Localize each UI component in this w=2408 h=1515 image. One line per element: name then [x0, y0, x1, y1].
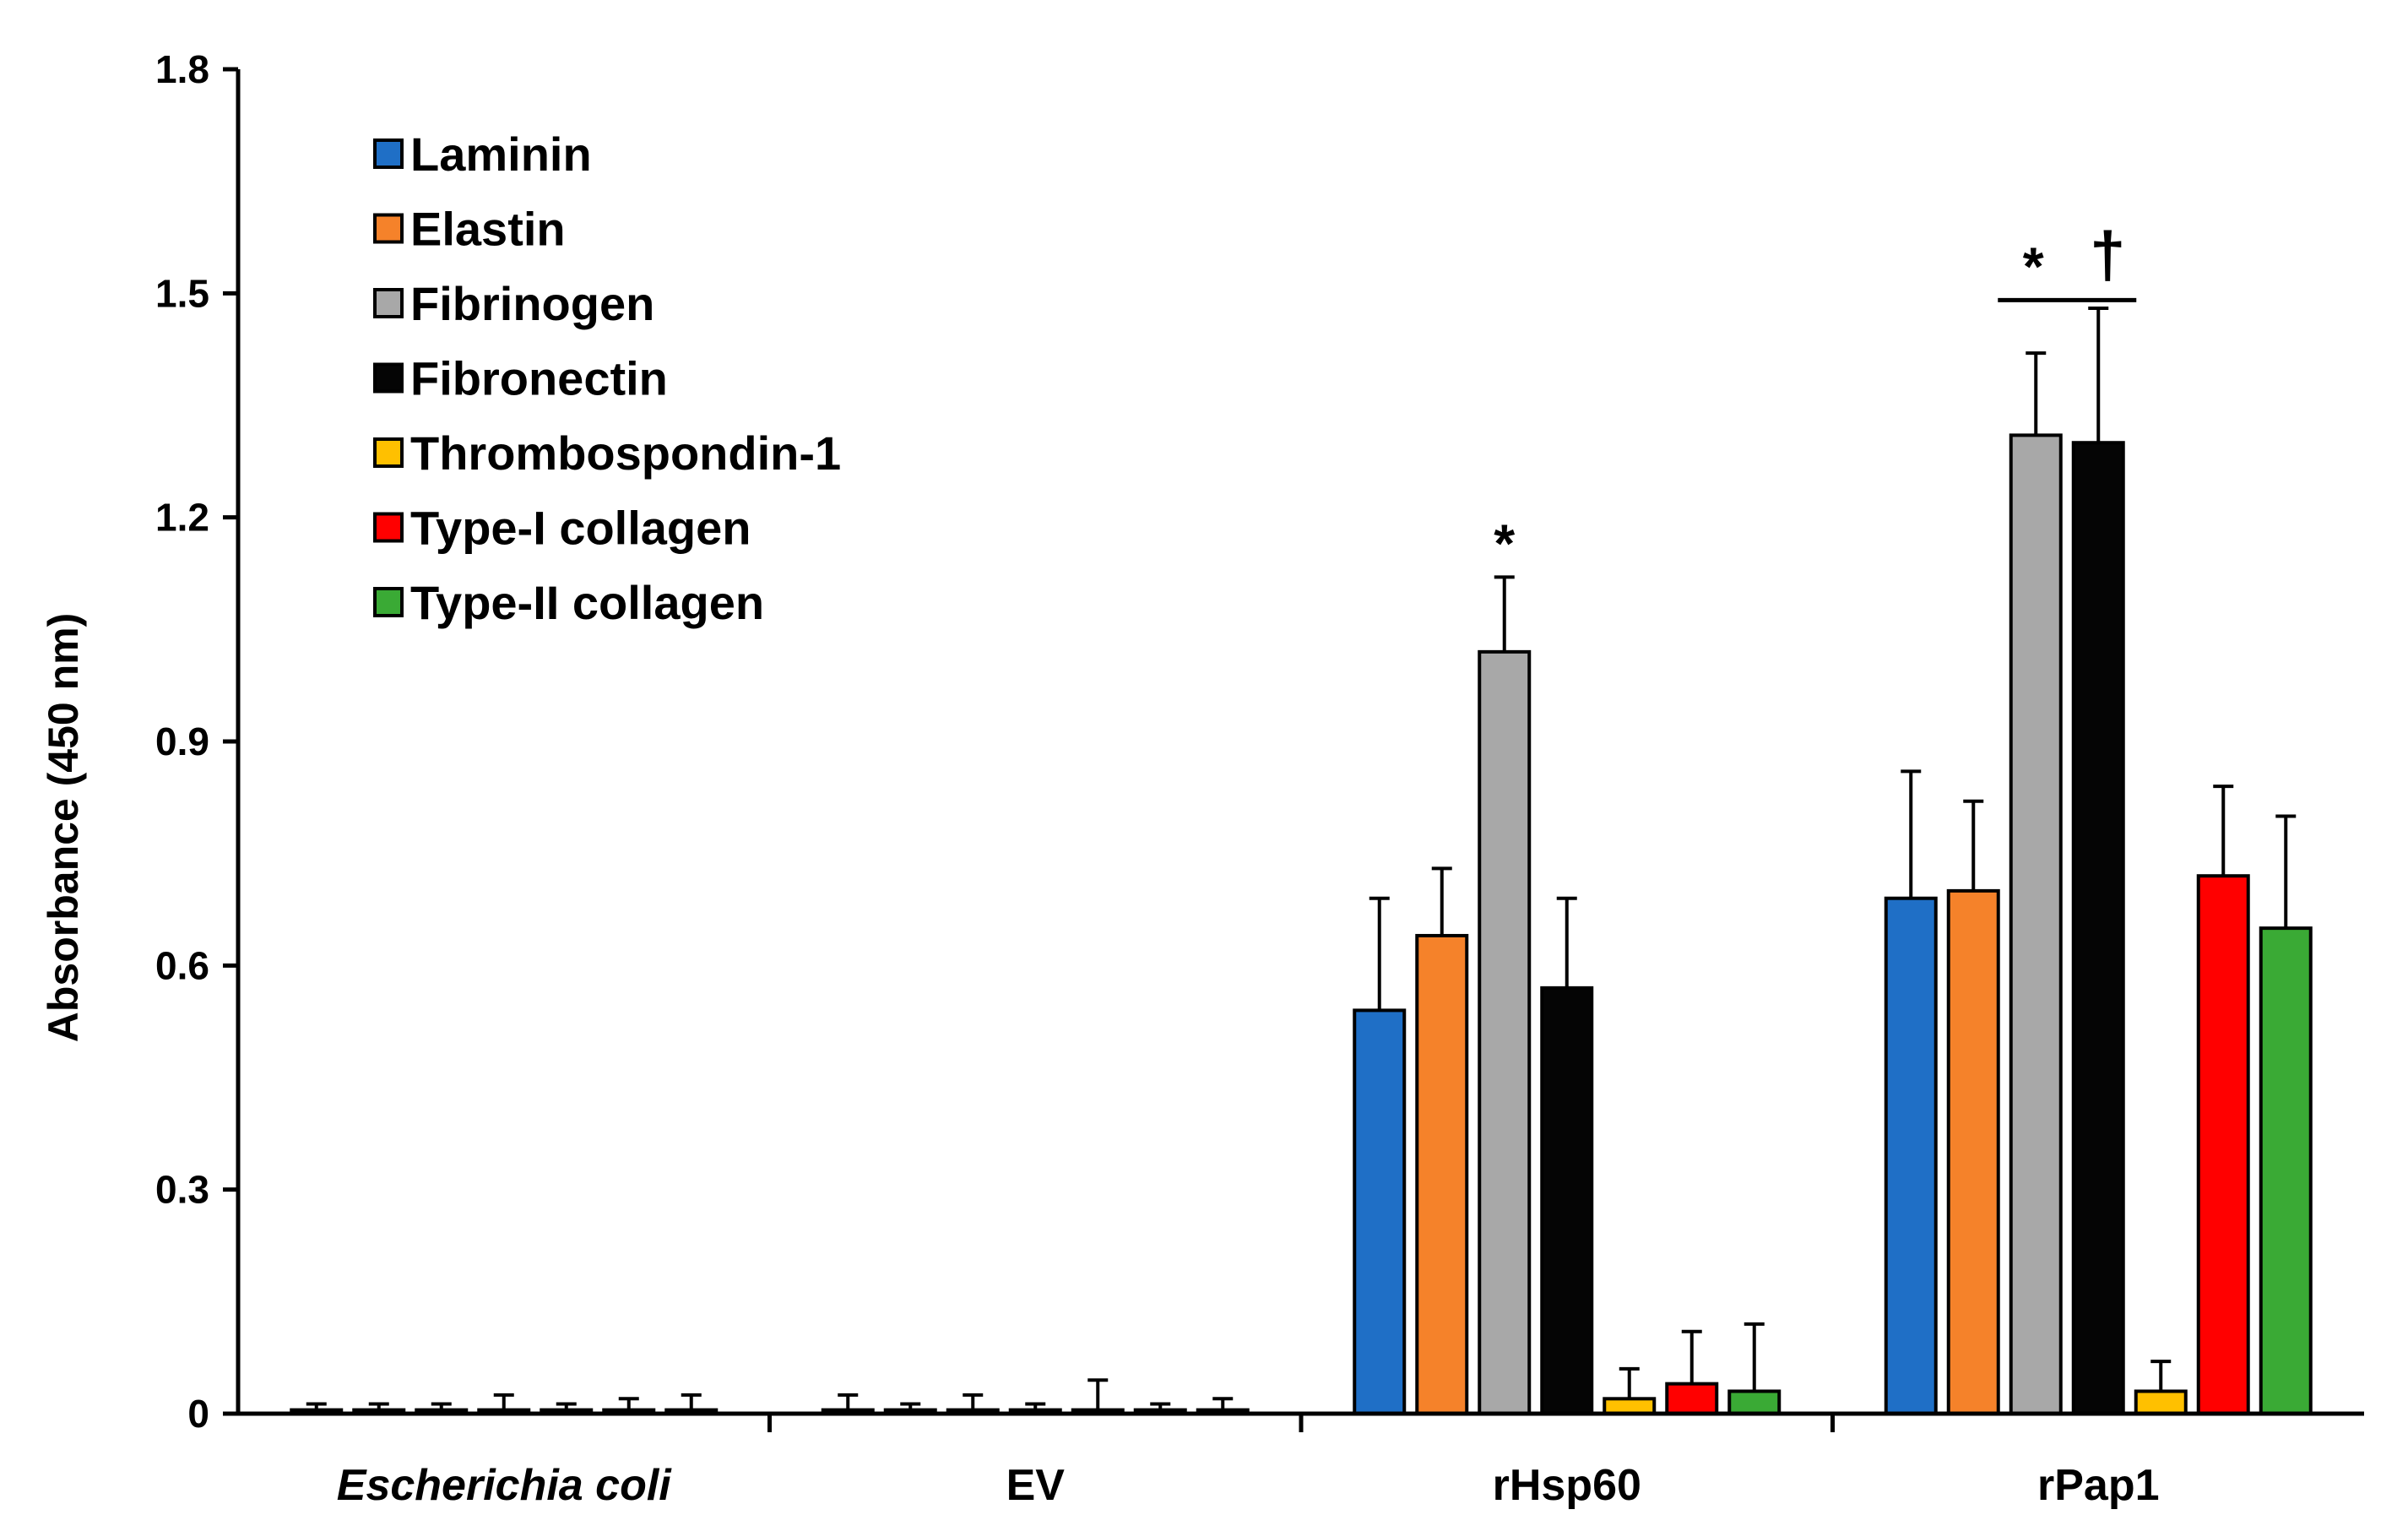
x-axis: Escherichia coli EV rHsp60 rPap1 — [238, 1411, 2364, 1510]
bar — [2134, 1389, 2188, 1416]
bar — [1727, 1389, 1782, 1416]
legend-label: Elastin — [410, 203, 566, 256]
x-category-label: rHsp60 — [1493, 1461, 1641, 1510]
y-tick-label: 0.6 — [155, 943, 209, 987]
significance-dagger: † — [2090, 219, 2125, 291]
legend-label: Fibrinogen — [410, 277, 654, 330]
bar — [1665, 1382, 1719, 1415]
y-tick-label: 1.2 — [155, 496, 209, 540]
bar — [1478, 649, 1532, 1415]
legend-swatch — [373, 362, 404, 394]
bar — [1603, 1397, 1657, 1416]
x-category-label: Escherichia coli — [337, 1461, 673, 1510]
y-tick-label: 0 — [187, 1392, 209, 1436]
y-tick-label: 0.9 — [155, 719, 209, 763]
bar — [1415, 933, 1469, 1415]
bar — [2259, 926, 2313, 1415]
y-axis: 0 0.3 0.6 0.9 1.2 1.5 1.8 — [155, 47, 241, 1436]
x-category-label: EV — [1006, 1461, 1066, 1510]
x-category-label: rPap1 — [2037, 1461, 2160, 1510]
legend-swatch — [373, 213, 404, 244]
legend-swatch — [373, 437, 404, 468]
legend-label: Type-II collagen — [410, 576, 764, 629]
significance-star: * — [1494, 513, 1515, 573]
bar — [2071, 441, 2125, 1416]
bar — [1353, 1008, 1407, 1416]
legend-label: Laminin — [410, 128, 592, 181]
y-tick-label: 1.8 — [155, 47, 209, 91]
bar — [1946, 888, 2000, 1415]
significance-star: * — [2023, 236, 2044, 296]
significance-annotations: * * † — [1494, 219, 2137, 573]
legend-label: Fibronectin — [410, 352, 668, 405]
legend-swatch — [373, 512, 404, 543]
legend-swatch — [373, 288, 404, 318]
y-axis-title: Absorbance (450 nm) — [40, 613, 87, 1042]
bar — [2196, 874, 2250, 1415]
legend-swatch — [373, 587, 404, 617]
legend-label: Type-I collagen — [410, 502, 751, 555]
bar — [1540, 986, 1594, 1416]
legend-swatch — [373, 138, 404, 169]
legend: Laminin Elastin Fibrinogen Fibronectin Throm… — [373, 128, 841, 629]
legend-label: Thrombospondin-1 — [410, 426, 841, 480]
bar — [1884, 896, 1938, 1415]
y-tick-label: 1.5 — [155, 271, 209, 315]
y-tick-label: 0.3 — [155, 1168, 209, 1212]
bar — [2009, 433, 2063, 1415]
